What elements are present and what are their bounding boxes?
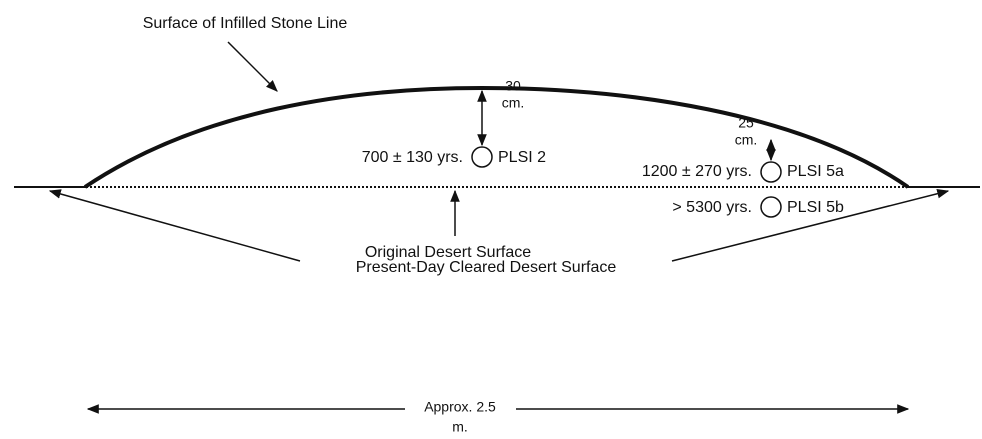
title-label: Surface of Infilled Stone Line: [143, 15, 348, 32]
depth-label: 25: [738, 115, 754, 131]
sample-name: PLSI 2: [498, 149, 546, 166]
sample-circle: [471, 146, 493, 168]
original-surface-label: Original Desert Surface: [365, 244, 531, 261]
arrow: [671, 189, 950, 262]
arrow: [48, 189, 301, 262]
depth-label: 30: [505, 78, 521, 94]
sample-name: PLSI 5b: [787, 199, 844, 216]
arrow: [227, 41, 278, 92]
depth-label: cm.: [735, 132, 758, 148]
stone-line-surface: [83, 85, 910, 189]
depth-label: cm.: [502, 95, 525, 111]
scale-label: Approx. 2.5: [424, 399, 496, 415]
sample-age: 700 ± 130 yrs.: [362, 149, 463, 166]
scale-label: m.: [452, 419, 468, 435]
sample-circle: [760, 161, 782, 183]
sample-circle: [760, 196, 782, 218]
sample-age: 1200 ± 270 yrs.: [642, 163, 752, 180]
sample-name: PLSI 5a: [787, 163, 844, 180]
sample-age: > 5300 yrs.: [672, 199, 752, 216]
cleared-surface-label: Present-Day Cleared Desert Surface: [356, 259, 617, 276]
